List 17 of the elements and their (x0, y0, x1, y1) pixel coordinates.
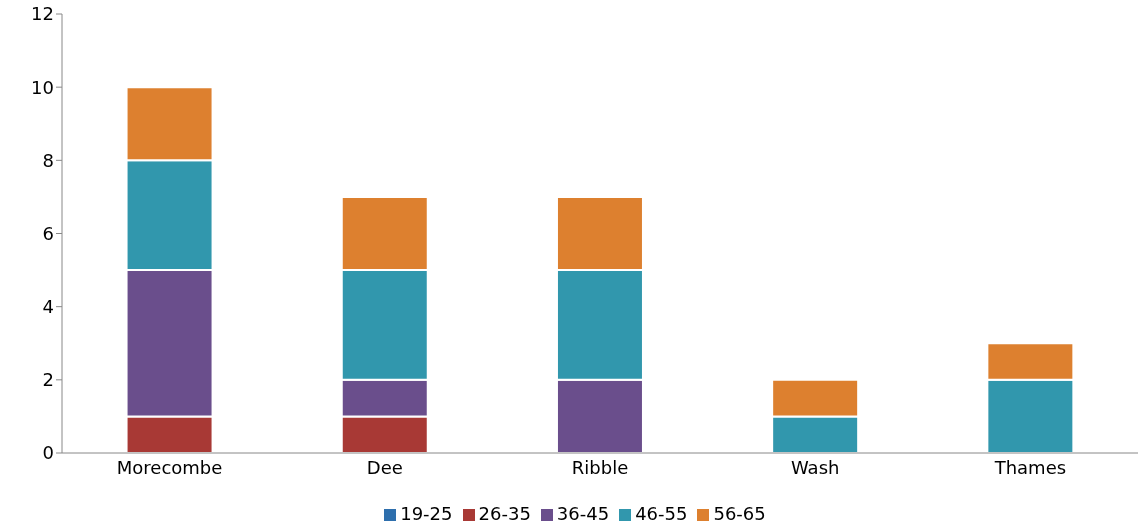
x-tick-label: Morecombe (116, 456, 223, 478)
y-tick-label: 0 (42, 442, 54, 464)
legend-label: 36-45 (556, 503, 610, 524)
y-tick-label: 6 (42, 222, 54, 244)
y-tick-label: 2 (42, 369, 54, 391)
legend-label: 56-65 (713, 503, 766, 524)
y-tick-label: 12 (31, 3, 54, 25)
x-tick-label: Dee (366, 456, 403, 478)
y-tick-label: 4 (42, 296, 54, 318)
y-tick-label: 10 (31, 76, 54, 98)
x-tick-label: Ribble (571, 456, 629, 478)
legend-label: 26-35 (478, 503, 531, 524)
y-tick-label: 8 (42, 149, 54, 171)
legend-label: 19-25 (400, 503, 453, 524)
x-tick-label: Wash (790, 456, 840, 478)
legend-label: 46-55 (635, 503, 688, 524)
x-tick-label: Thames (993, 456, 1067, 478)
